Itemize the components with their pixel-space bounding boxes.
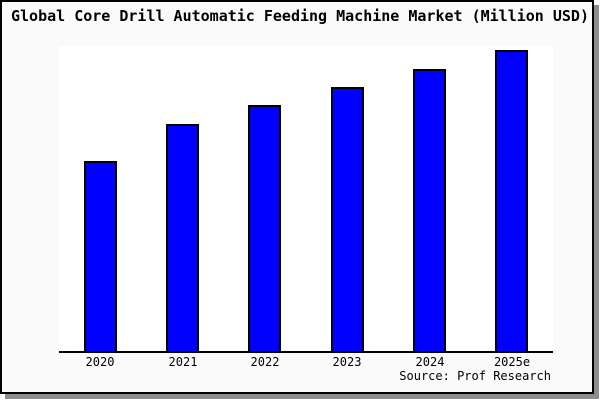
x-tick-label-2023: 2023	[332, 355, 362, 369]
bar-2023	[331, 87, 364, 351]
bar-2025e	[495, 50, 528, 351]
plot-area	[59, 46, 553, 353]
bar-2021	[166, 124, 199, 351]
chart-title: Global Core Drill Automatic Feeding Mach…	[11, 7, 589, 25]
x-tick-label-2022: 2022	[250, 355, 280, 369]
bar-2024	[413, 69, 446, 351]
bar-2022	[248, 105, 281, 351]
x-tick-label-2020: 2020	[85, 355, 115, 369]
source-label: Source: Prof Research	[399, 369, 551, 383]
x-tick-label-2024: 2024	[415, 355, 445, 369]
bar-2020	[84, 161, 117, 351]
x-tick-label-2025e: 2025e	[493, 355, 531, 369]
x-tick-label-2021: 2021	[168, 355, 198, 369]
